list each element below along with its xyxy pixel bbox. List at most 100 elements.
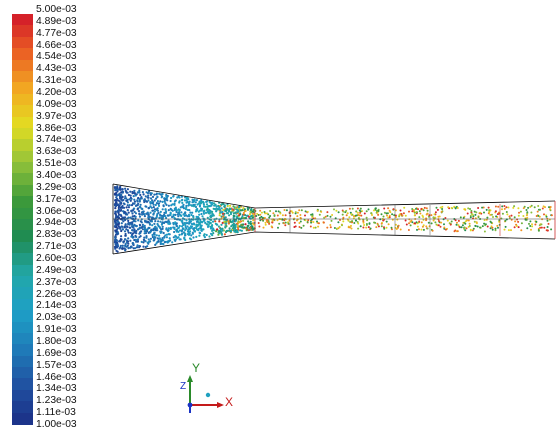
particle [462,216,465,219]
particle [469,216,472,219]
particle [135,229,138,233]
colormap-tick-label: 2.26e-03 [36,288,77,300]
particle [126,204,129,207]
particle [165,220,168,223]
particle [390,226,393,229]
particle [154,203,157,207]
particle [322,221,325,224]
particle [347,226,350,229]
particle [317,225,320,228]
particle [348,207,351,210]
colormap-band [12,105,33,118]
particle [197,210,200,213]
particle [189,211,192,214]
particle [238,214,241,217]
particle [154,225,157,228]
colormap-band [12,127,33,140]
particle [150,192,153,195]
colormap-band [12,116,33,129]
particle [132,219,136,222]
particle [121,244,124,247]
particle [137,196,140,200]
particle [127,219,130,222]
particle [247,220,250,223]
particle [326,226,329,229]
particle [141,210,144,213]
particle [168,220,171,224]
particle [389,211,392,214]
particle [350,227,353,230]
colormap-tick-label: 1.69e-03 [36,347,77,359]
particle [432,219,435,222]
particle [206,225,210,228]
particle [165,210,168,213]
particle [259,209,262,212]
particle [218,214,221,217]
particle [140,218,143,221]
particle [249,222,252,225]
particle [151,195,155,198]
particle [188,237,192,240]
particle [494,229,497,232]
particle [197,224,200,227]
particle [470,209,473,212]
particle [143,213,146,216]
particle [209,227,213,230]
particle [116,241,119,244]
particle [134,234,137,237]
particle [225,207,229,210]
particle [195,220,199,223]
particle [149,201,152,204]
particle [299,216,302,219]
particle [549,206,552,208]
particle [249,220,252,223]
particle [139,203,142,206]
colormap-tick-label: 2.83e-03 [36,229,77,241]
particle [115,233,118,236]
particle [203,209,206,212]
particle [504,225,507,228]
particle [188,209,191,212]
particle [125,228,128,231]
particle [220,223,223,226]
colormap-band [12,230,33,243]
particle [355,210,358,213]
particle [174,221,177,224]
particle [120,214,123,218]
colormap-band [12,36,33,49]
particle [123,203,126,206]
particle [124,243,127,246]
particle [240,223,243,226]
particle [526,227,529,230]
particle [501,212,504,215]
particle [489,213,492,216]
particle [302,224,305,227]
particle [182,207,186,210]
particle [182,223,185,227]
particle [490,213,493,216]
particle [209,232,213,235]
particle [157,204,161,207]
particle [380,213,383,216]
particle [195,224,198,228]
particle [172,215,175,218]
particle [178,209,181,212]
particle [469,214,472,217]
particle [206,210,209,213]
particle [279,212,282,215]
particle [156,237,159,240]
particle [329,226,332,229]
particle [408,222,410,225]
particle [175,209,178,212]
particle [428,225,431,228]
particle [126,209,129,212]
particle [205,233,208,237]
particle [200,229,203,232]
particle [114,220,117,223]
particle [528,222,530,225]
particle [394,209,397,212]
particle [483,222,486,225]
particle [232,208,235,211]
particle [472,215,475,218]
